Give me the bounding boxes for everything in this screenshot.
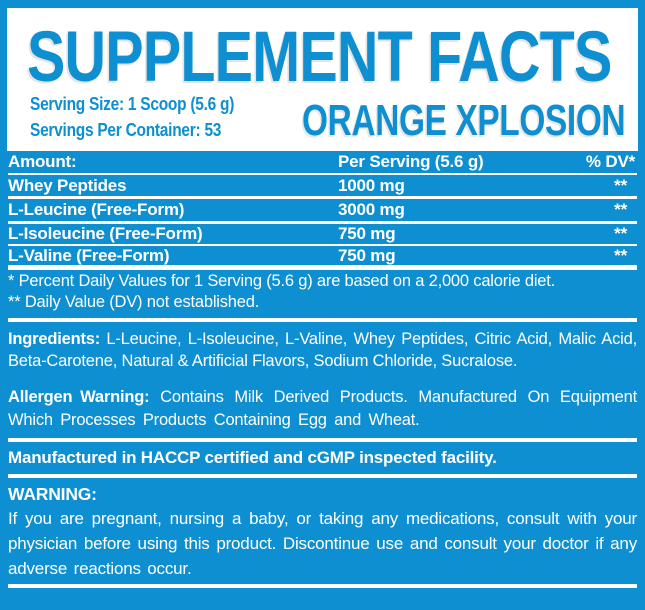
- page-title: SUPPLEMENT FACTS: [27, 18, 612, 97]
- column-header-per-serving: Per Serving (5.6 g): [338, 152, 484, 171]
- ingredient-amount: 750 mg: [338, 224, 396, 243]
- ingredient-name: L-Leucine (Free-Form): [8, 200, 185, 219]
- allergen-text: Contains Milk Derived Products. Manufact…: [8, 388, 637, 429]
- column-header-amount: Amount:: [8, 152, 77, 171]
- ingredient-dv: **: [614, 245, 627, 265]
- ingredient-name: L-Valine (Free-Form): [8, 245, 170, 265]
- allergen-paragraph: Allergen Warning: Contains Milk Derived …: [8, 386, 637, 432]
- ingredient-name: Whey Peptides: [8, 175, 127, 195]
- header-panel: SUPPLEMENT FACTS Serving Size: 1 Scoop (…: [7, 8, 638, 151]
- flavor-name: ORANGE XPLOSION: [301, 96, 626, 145]
- ingredient-amount: 750 mg: [338, 245, 396, 265]
- ingredient-dv: **: [614, 224, 627, 243]
- ingredient-amount: 1000 mg: [338, 175, 405, 195]
- warning-label: WARNING:: [8, 484, 97, 504]
- servings-per-container: Servings Per Container: 53: [30, 120, 222, 140]
- footnote-percent-dv: * Percent Daily Values for 1 Serving (5.…: [8, 272, 556, 290]
- serving-info: Serving Size: 1 Scoop (5.6 g) Servings P…: [30, 91, 267, 143]
- allergen-label: Allergen Warning:: [8, 388, 150, 406]
- table-row: L-Leucine (Free-Form) 3000 mg **: [8, 199, 637, 224]
- ingredients-text: L-Leucine, L-Isoleucine, L-Valine, Whey …: [8, 330, 637, 370]
- table-row: L-Valine (Free-Form) 750 mg **: [8, 246, 637, 270]
- ingredients-paragraph: Ingredients: L-Leucine, L-Isoleucine, L-…: [8, 328, 637, 372]
- column-header-daily-value: % DV*: [585, 152, 635, 171]
- ingredient-name: L-Isoleucine (Free-Form): [8, 224, 203, 243]
- table-header-row: Amount: Per Serving (5.6 g) % DV*: [8, 151, 637, 175]
- ingredient-amount: 3000 mg: [338, 200, 405, 219]
- ingredients-label: Ingredients:: [8, 330, 101, 348]
- manufacturing-note: Manufactured in HACCP certified and cGMP…: [8, 448, 497, 467]
- serving-size: Serving Size: 1 Scoop (5.6 g): [30, 94, 235, 114]
- warning-text: If you are pregnant, nursing a baby, or …: [8, 509, 637, 578]
- divider: [8, 584, 637, 588]
- divider: [8, 438, 637, 442]
- table-row: L-Isoleucine (Free-Form) 750 mg **: [8, 224, 637, 246]
- ingredient-dv: **: [614, 175, 627, 195]
- table-row: Whey Peptides 1000 mg **: [8, 175, 637, 199]
- ingredient-dv: **: [614, 200, 627, 219]
- footnote-not-established: ** Daily Value (DV) not established.: [8, 293, 260, 311]
- divider: [8, 318, 637, 322]
- facts-panel: Amount: Per Serving (5.6 g) % DV* Whey P…: [0, 151, 645, 610]
- divider: [8, 474, 637, 478]
